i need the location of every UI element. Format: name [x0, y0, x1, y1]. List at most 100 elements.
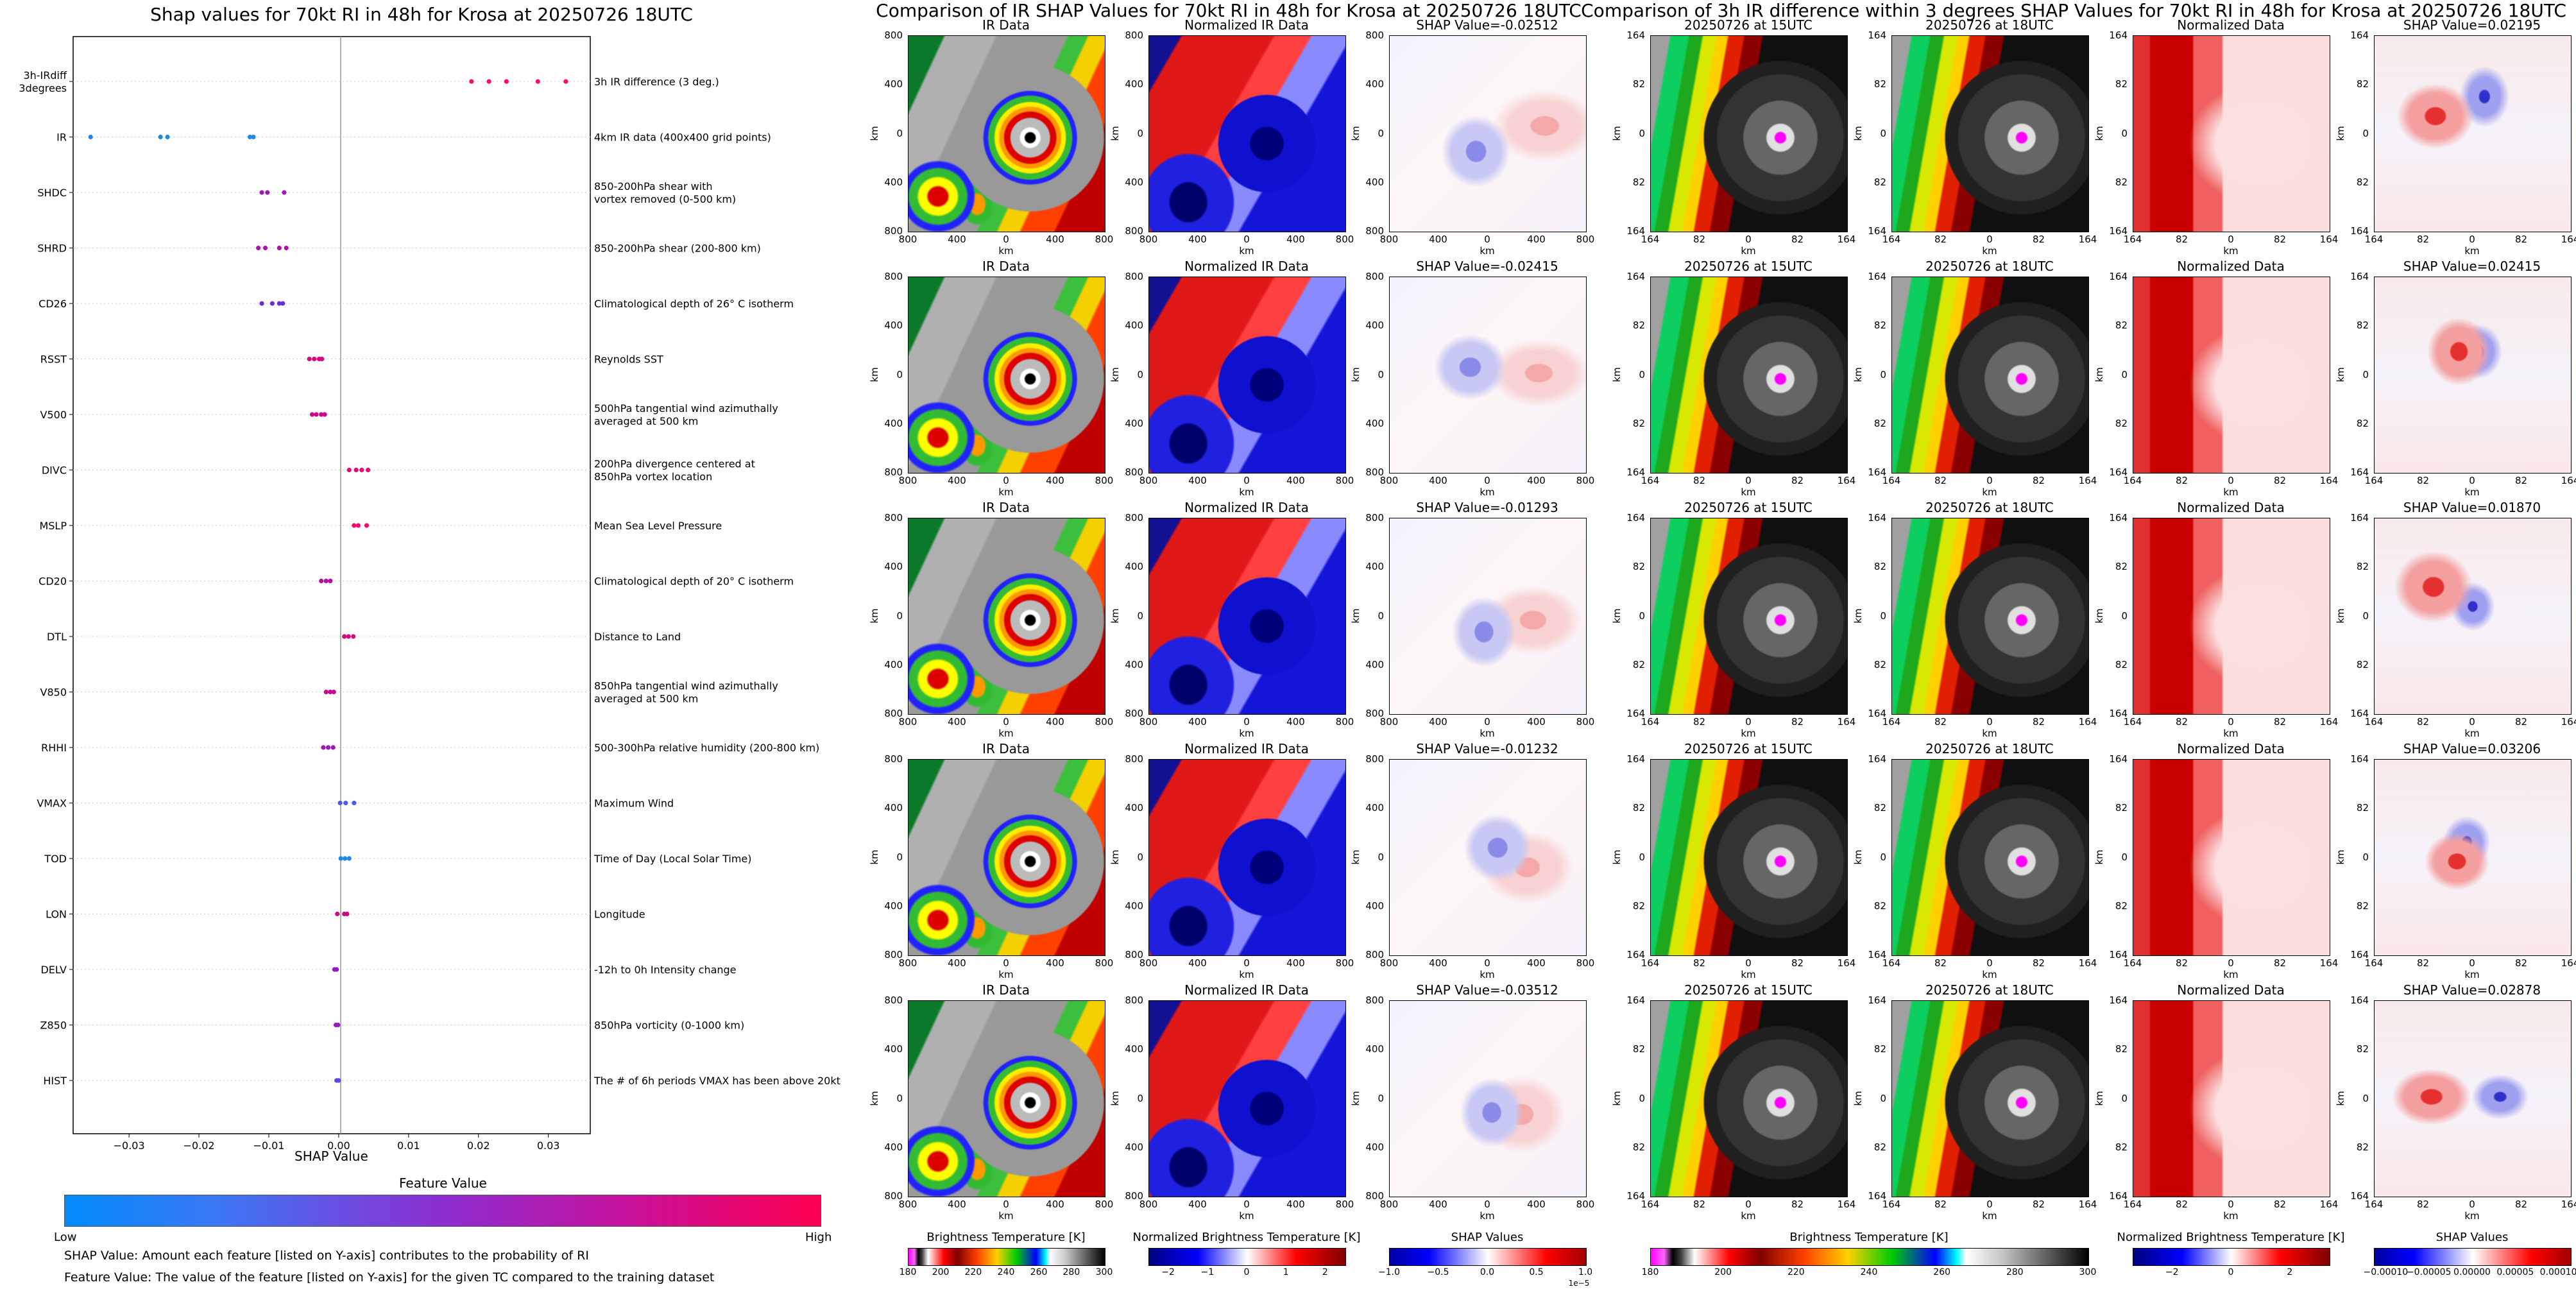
- x-tick-label: 0: [2228, 475, 2234, 486]
- y-tick-label: 0: [2362, 610, 2369, 622]
- y-tick-label: 0: [2121, 127, 2128, 139]
- y-axis-label: km: [2094, 608, 2105, 624]
- normalized-diff-image: [2133, 35, 2330, 232]
- shap-point: [486, 79, 491, 84]
- y-tick-label: 82: [1873, 78, 1886, 90]
- y-tick-label: 164: [2109, 30, 2128, 41]
- colorbar-tick: −0.5: [1427, 1267, 1449, 1277]
- feature-colorbar-label: Feature Value: [399, 1175, 487, 1191]
- feature-label-tod: TOD: [44, 853, 67, 865]
- feature-description: 500hPa tangential wind azimuthally: [594, 402, 778, 414]
- x-tick-label: 164: [2319, 1199, 2339, 1210]
- x-tick-label: 0: [1745, 1199, 1752, 1210]
- x-tick-label: 800: [1139, 716, 1158, 728]
- y-tick-label: 164: [1868, 1190, 1886, 1202]
- diff-shap-image: [2374, 35, 2572, 232]
- x-tick-label: 800: [1576, 957, 1595, 969]
- subplot-title: SHAP Value=-0.02512: [1416, 17, 1558, 33]
- x-tick-label: 0: [1243, 234, 1250, 245]
- x-tick-label: 164: [1882, 716, 1901, 728]
- x-axis-label: km: [2464, 1210, 2480, 1222]
- x-tick-label: 400: [1188, 475, 1207, 486]
- x-axis-label: km: [1480, 486, 1495, 498]
- x-axis-label: km: [2223, 728, 2239, 739]
- y-tick-label: 0: [896, 1092, 903, 1104]
- x-tick-label: 0: [2469, 475, 2475, 486]
- x-tick-label: 0: [1484, 957, 1490, 969]
- y-tick-label: 400: [1365, 176, 1384, 188]
- x-axis-label: km: [1982, 969, 1997, 980]
- x-tick-label: 164: [2123, 1199, 2142, 1210]
- y-tick-label: 82: [1873, 1043, 1886, 1055]
- x-tick-label: 164: [2078, 957, 2097, 969]
- x-tick-label: 164: [2078, 234, 2097, 245]
- x-tick-label: −0.02: [183, 1140, 215, 1152]
- shap-point: [343, 800, 348, 806]
- colorbar-tick: −1.0: [1378, 1267, 1400, 1277]
- shap-point: [158, 134, 163, 140]
- ir-image: [908, 277, 1105, 474]
- y-tick-label: 164: [1868, 753, 1886, 765]
- y-tick-label: 0: [1137, 368, 1143, 380]
- subplot-title: 20250726 at 15UTC: [1684, 17, 1813, 33]
- y-tick-label: 400: [1125, 320, 1143, 332]
- x-tick-label: 400: [948, 475, 966, 486]
- shap-image: [1389, 277, 1587, 474]
- y-tick-label: 800: [884, 225, 903, 237]
- feature-description: 850hPa tangential wind azimuthally: [594, 680, 778, 692]
- x-tick-label: 800: [898, 957, 917, 969]
- y-axis-label: km: [2335, 849, 2346, 865]
- y-axis-label: km: [1350, 366, 1361, 382]
- y-tick-label: 164: [1626, 271, 1645, 282]
- y-tick-label: 164: [1626, 225, 1645, 237]
- subplot-title: SHAP Value=0.02195: [2403, 17, 2541, 33]
- y-tick-label: 400: [884, 900, 903, 912]
- shap-point: [307, 356, 312, 362]
- ir-18utc-image: [1891, 35, 2089, 232]
- x-tick-label: 0: [2228, 1199, 2234, 1210]
- x-tick-label: 82: [2032, 1199, 2045, 1210]
- x-tick-label: 400: [1046, 716, 1064, 728]
- x-tick-label: 82: [2175, 475, 2188, 486]
- y-axis-label: km: [2094, 366, 2105, 382]
- colorbar-tick: 220: [964, 1267, 982, 1277]
- colorbar-tick: −2: [2165, 1267, 2179, 1277]
- y-tick-label: 164: [1626, 1190, 1645, 1202]
- y-tick-label: 82: [1632, 320, 1645, 332]
- y-tick-label: 164: [1868, 512, 1886, 524]
- y-tick-label: 400: [884, 1141, 903, 1153]
- x-tick-label: 82: [2175, 1199, 2188, 1210]
- subplot-title: 20250726 at 18UTC: [1925, 259, 2054, 274]
- y-tick-label: 800: [1365, 708, 1384, 719]
- feature-label-cd20: CD20: [38, 576, 67, 588]
- x-tick-label: 164: [2561, 957, 2576, 969]
- x-axis-label: km: [2464, 245, 2480, 257]
- x-tick-label: 800: [1576, 234, 1595, 245]
- y-axis-label: km: [1109, 849, 1121, 865]
- shap-point: [342, 634, 347, 639]
- subplot-title: SHAP Value=0.01870: [2403, 500, 2541, 515]
- subplot-title: Normalized IR Data: [1184, 500, 1309, 515]
- colorbar-tick: 180: [899, 1267, 917, 1277]
- y-tick-label: 82: [2356, 176, 2369, 188]
- x-tick-label: 800: [1335, 957, 1354, 969]
- y-axis-label: km: [1350, 125, 1361, 141]
- normalized-ir-image: [1148, 759, 1346, 956]
- x-axis-label: km: [1741, 969, 1756, 980]
- ir-18utc-image: [1891, 759, 2089, 956]
- y-tick-label: 164: [1626, 512, 1645, 524]
- y-tick-label: 0: [1378, 127, 1384, 139]
- colorbar-tick: −2: [1161, 1267, 1175, 1277]
- x-tick-label: 400: [1527, 716, 1546, 728]
- colorbar-tick: 300: [2079, 1267, 2097, 1277]
- subplot-title: 20250726 at 15UTC: [1684, 259, 1813, 274]
- feature-label-divc: DIVC: [42, 465, 67, 477]
- y-axis-label: km: [1852, 849, 1864, 865]
- x-tick-label: 82: [2416, 957, 2430, 969]
- x-tick-label: 400: [1188, 234, 1207, 245]
- colorbar: [1650, 1248, 2089, 1266]
- ir-15utc-image: [1650, 35, 1848, 232]
- shap-point: [504, 79, 509, 84]
- x-axis-label: km: [1741, 486, 1756, 498]
